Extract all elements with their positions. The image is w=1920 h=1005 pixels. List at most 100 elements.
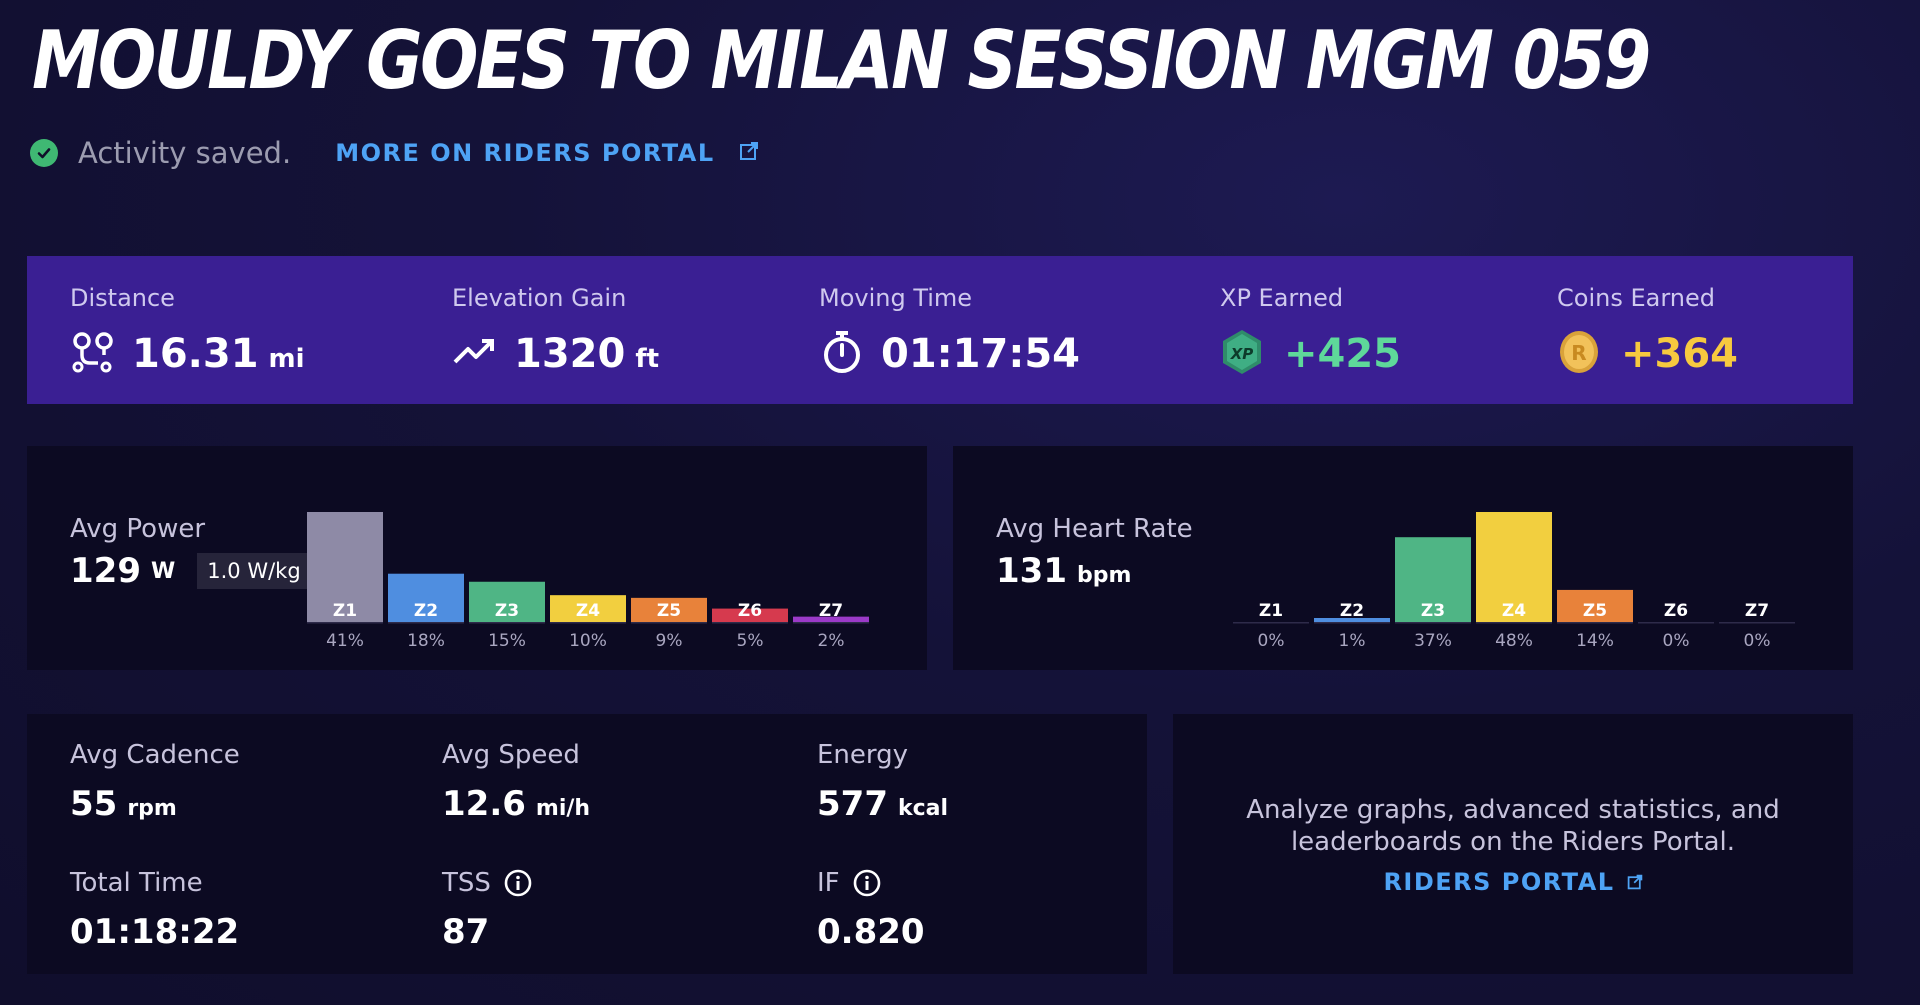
status-row: Activity saved. MORE ON RIDERS PORTAL xyxy=(30,133,759,173)
coin-icon: R xyxy=(1557,329,1601,379)
zone-percent: 0% xyxy=(1258,631,1285,651)
zone-percent: 41% xyxy=(326,631,364,651)
avg-cadence-unit: rpm xyxy=(127,796,177,821)
stat-energy: Energy 577 kcal xyxy=(817,740,948,824)
elevation-unit: ft xyxy=(635,344,660,374)
heart-rate-zone-chart: Z1 0% Z2 1% Z3 37% Z4 48% Z5 14% Z6 0% Z7 0% xyxy=(1233,512,1795,651)
riders-portal-button[interactable]: RIDERS PORTAL xyxy=(1173,868,1853,896)
tss-value: 87 xyxy=(442,912,490,952)
avg-speed-label: Avg Speed xyxy=(442,740,580,770)
zone-bar-z4 xyxy=(1476,512,1552,622)
stat-label: Distance xyxy=(70,284,175,312)
if-value: 0.820 xyxy=(817,912,925,952)
zone-percent: 37% xyxy=(1414,631,1452,651)
total-time-value: 01:18:22 xyxy=(70,912,240,952)
zone-label: Z4 xyxy=(1502,601,1526,621)
riders-portal-button-label: RIDERS PORTAL xyxy=(1383,868,1615,896)
avg-power-value-row: 129 W 1.0 W/kg xyxy=(70,551,311,591)
activity-saved-text: Activity saved. xyxy=(78,136,292,170)
details-panel: Avg Cadence 55 rpm Avg Speed 12.6 mi/h E… xyxy=(27,714,1147,974)
riders-portal-promo: Analyze graphs, advanced statistics, and… xyxy=(1173,714,1853,974)
elevation-value: 1320 xyxy=(514,331,626,377)
promo-line: Analyze graphs, advanced statistics, and xyxy=(1246,795,1780,825)
avg-power-label: Avg Power xyxy=(70,514,206,544)
stat-xp: XP Earned XP +425 xyxy=(1220,284,1401,378)
xp-badge-icon: XP xyxy=(1220,328,1264,380)
svg-text:R: R xyxy=(1571,341,1586,365)
zone-label: Z3 xyxy=(495,601,519,621)
total-time-label: Total Time xyxy=(70,868,203,898)
stat-label: Coins Earned xyxy=(1557,284,1715,312)
page-title: MOULDY GOES TO MILAN SESSION MGM 059 xyxy=(32,14,1651,107)
zone-label: Z1 xyxy=(1259,601,1283,621)
svg-text:XP: XP xyxy=(1230,345,1254,363)
zone-label: Z6 xyxy=(738,601,762,621)
zone-label: Z6 xyxy=(1664,601,1688,621)
avg-heart-rate-label: Avg Heart Rate xyxy=(996,514,1193,544)
avg-speed-value: 12.6 xyxy=(442,784,526,824)
power-panel: Avg Power 129 W 1.0 W/kg Z1 41% Z2 18% Z3 15%… xyxy=(27,446,927,670)
zone-bar-z7 xyxy=(793,616,869,622)
zone-percent: 18% xyxy=(407,631,445,651)
stat-label: Elevation Gain xyxy=(452,284,627,312)
avg-heart-rate-unit: bpm xyxy=(1076,563,1132,588)
avg-cadence-label: Avg Cadence xyxy=(70,740,240,770)
zone-baseline xyxy=(388,622,464,624)
heart-rate-panel: Avg Heart Rate 131 bpm Z1 0% Z2 1% Z3 37% Z4 48… xyxy=(953,446,1853,670)
zone-baseline xyxy=(1476,622,1552,624)
energy-value: 577 xyxy=(817,784,888,824)
riders-portal-link[interactable]: MORE ON RIDERS PORTAL xyxy=(335,139,758,167)
zone-label: Z1 xyxy=(333,601,357,621)
zone-baseline xyxy=(1233,622,1309,624)
coins-value: +364 xyxy=(1621,331,1739,377)
xp-value: +425 xyxy=(1284,331,1402,377)
stopwatch-icon xyxy=(819,329,865,379)
avg-heart-rate-value-row: 131 bpm xyxy=(996,551,1131,591)
stat-if: IF 0.820 xyxy=(817,868,925,952)
zone-baseline xyxy=(1395,622,1471,624)
wkg-badge: 1.0 W/kg xyxy=(197,553,311,589)
zone-bar-z6 xyxy=(712,608,788,622)
zone-label: Z4 xyxy=(576,601,600,621)
promo-line: leaderboards on the Riders Portal. xyxy=(1290,827,1736,857)
zone-label: Z5 xyxy=(1583,601,1607,621)
trend-up-icon xyxy=(452,329,498,379)
zone-percent: 15% xyxy=(488,631,526,651)
zone-percent: 9% xyxy=(656,631,683,651)
zone-baseline xyxy=(712,622,788,624)
zone-label: Z3 xyxy=(1421,601,1445,621)
stat-moving-time: Moving Time 01:17:54 xyxy=(819,284,1080,378)
riders-portal-link-label: MORE ON RIDERS PORTAL xyxy=(335,139,715,167)
stat-label: XP Earned xyxy=(1220,284,1344,312)
zone-baseline xyxy=(469,622,545,624)
zone-baseline xyxy=(550,622,626,624)
distance-value: 16.31 xyxy=(132,331,259,377)
info-icon[interactable] xyxy=(503,868,533,898)
zone-label: Z2 xyxy=(414,601,438,621)
zone-percent: 2% xyxy=(818,631,845,651)
summary-stats-bar: Distance 16.31 mi Elevation Gain 1320 ft… xyxy=(27,256,1853,404)
avg-cadence-value: 55 xyxy=(70,784,118,824)
stat-avg-speed: Avg Speed 12.6 mi/h xyxy=(442,740,590,824)
zone-percent: 1% xyxy=(1339,631,1366,651)
zone-percent: 48% xyxy=(1495,631,1533,651)
zone-label: Z7 xyxy=(1745,601,1769,621)
zone-baseline xyxy=(793,622,869,624)
avg-power-value: 129 xyxy=(70,551,141,591)
zone-percent: 14% xyxy=(1576,631,1614,651)
external-link-icon xyxy=(739,139,759,167)
stat-coins: Coins Earned R +364 xyxy=(1557,284,1738,378)
stat-tss: TSS 87 xyxy=(442,868,533,952)
zone-percent: 0% xyxy=(1744,631,1771,651)
zone-bar-z5 xyxy=(631,597,707,622)
zone-percent: 0% xyxy=(1663,631,1690,651)
zone-bar-z3 xyxy=(1395,537,1471,622)
info-icon[interactable] xyxy=(852,868,882,898)
stat-distance: Distance 16.31 mi xyxy=(70,284,305,378)
zone-bar-z5 xyxy=(1557,589,1633,622)
zone-baseline xyxy=(1557,622,1633,624)
moving-time-value: 01:17:54 xyxy=(881,331,1080,377)
stat-elevation: Elevation Gain 1320 ft xyxy=(452,284,659,378)
stat-total-time: Total Time 01:18:22 xyxy=(70,868,239,952)
if-label: IF xyxy=(817,868,840,898)
